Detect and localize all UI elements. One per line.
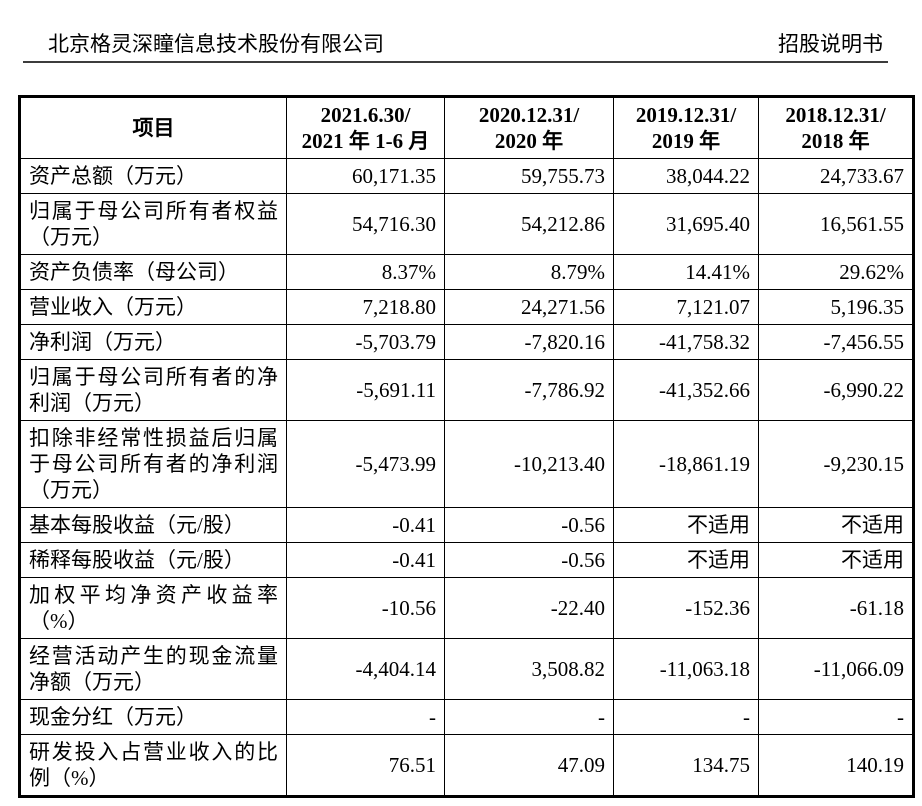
value-cell: -5,691.11	[286, 359, 445, 421]
value-cell: 54,716.30	[286, 193, 445, 255]
value-cell: -	[613, 699, 759, 735]
column-header-period-2021h1: 2021.6.30/ 2021 年 1-6 月	[286, 96, 445, 159]
row-label: 现金分红（万元）	[19, 699, 287, 735]
row-label: 资产负债率（母公司）	[19, 254, 287, 290]
table-row-revenue: 营业收入（万元） 7,218.80 24,271.56 7,121.07 5,1…	[19, 289, 914, 325]
value-cell: -0.56	[444, 507, 614, 543]
value-cell: -0.41	[286, 542, 445, 578]
table-header-row: 项目 2021.6.30/ 2021 年 1-6 月 2020.12.31/ 2…	[19, 96, 914, 159]
value-cell: 24,733.67	[758, 158, 914, 194]
value-cell: 不适用	[613, 507, 759, 543]
column-header-item: 项目	[19, 96, 287, 159]
row-label: 净利润（万元）	[19, 324, 287, 360]
value-cell: -41,758.32	[613, 324, 759, 360]
table-row-diluted-eps: 稀释每股收益（元/股） -0.41 -0.56 不适用 不适用	[19, 542, 914, 578]
value-cell: -7,820.16	[444, 324, 614, 360]
value-cell: -	[758, 699, 914, 735]
value-cell: 7,121.07	[613, 289, 759, 325]
table-row-total-assets: 资产总额（万元） 60,171.35 59,755.73 38,044.22 2…	[19, 158, 914, 194]
value-cell: -	[444, 699, 614, 735]
value-cell: -18,861.19	[613, 420, 759, 508]
table-row-basic-eps: 基本每股收益（元/股） -0.41 -0.56 不适用 不适用	[19, 507, 914, 543]
row-label: 归属于母公司所有者的净利润（万元）	[19, 359, 287, 421]
row-label: 营业收入（万元）	[19, 289, 287, 325]
table-row-debt-ratio: 资产负债率（母公司） 8.37% 8.79% 14.41% 29.62%	[19, 254, 914, 290]
value-cell: -7,786.92	[444, 359, 614, 421]
row-label: 基本每股收益（元/股）	[19, 507, 287, 543]
table-row-deducted-net-profit: 扣除非经常性损益后归属于母公司所有者的净利润（万元） -5,473.99 -10…	[19, 420, 914, 508]
table-row-net-profit: 净利润（万元） -5,703.79 -7,820.16 -41,758.32 -…	[19, 324, 914, 360]
value-cell: -41,352.66	[613, 359, 759, 421]
value-cell: 7,218.80	[286, 289, 445, 325]
column-header-period-2019: 2019.12.31/ 2019 年	[613, 96, 759, 159]
value-cell: 16,561.55	[758, 193, 914, 255]
value-cell: -11,066.09	[758, 638, 914, 700]
column-header-period-2020: 2020.12.31/ 2020 年	[444, 96, 614, 159]
value-cell: 54,212.86	[444, 193, 614, 255]
page-header: 北京格灵深瞳信息技术股份有限公司 招股说明书	[48, 32, 883, 56]
value-cell: 140.19	[758, 734, 914, 797]
row-label: 加权平均净资产收益率（%）	[19, 577, 287, 639]
value-cell: -9,230.15	[758, 420, 914, 508]
value-cell: 8.37%	[286, 254, 445, 290]
row-label: 研发投入占营业收入的比例（%）	[19, 734, 287, 797]
value-cell: 38,044.22	[613, 158, 759, 194]
company-name: 北京格灵深瞳信息技术股份有限公司	[48, 32, 384, 56]
value-cell: -7,456.55	[758, 324, 914, 360]
value-cell: -61.18	[758, 577, 914, 639]
header-divider	[23, 61, 888, 63]
table-row-weighted-roe: 加权平均净资产收益率（%） -10.56 -22.40 -152.36 -61.…	[19, 577, 914, 639]
value-cell: 5,196.35	[758, 289, 914, 325]
value-cell: -10.56	[286, 577, 445, 639]
value-cell: -6,990.22	[758, 359, 914, 421]
value-cell: 14.41%	[613, 254, 759, 290]
value-cell: -10,213.40	[444, 420, 614, 508]
table-row-parent-equity: 归属于母公司所有者权益（万元） 54,716.30 54,212.86 31,6…	[19, 193, 914, 255]
table-row-operating-cash-flow: 经营活动产生的现金流量净额（万元） -4,404.14 3,508.82 -11…	[19, 638, 914, 700]
value-cell: 76.51	[286, 734, 445, 797]
row-label: 稀释每股收益（元/股）	[19, 542, 287, 578]
value-cell: -4,404.14	[286, 638, 445, 700]
value-cell: 24,271.56	[444, 289, 614, 325]
value-cell: -	[286, 699, 445, 735]
value-cell: 134.75	[613, 734, 759, 797]
value-cell: 60,171.35	[286, 158, 445, 194]
row-label: 经营活动产生的现金流量净额（万元）	[19, 638, 287, 700]
value-cell: 3,508.82	[444, 638, 614, 700]
value-cell: -22.40	[444, 577, 614, 639]
financial-summary-table: 项目 2021.6.30/ 2021 年 1-6 月 2020.12.31/ 2…	[18, 95, 915, 798]
table-row-rnd-ratio: 研发投入占营业收入的比例（%） 76.51 47.09 134.75 140.1…	[19, 734, 914, 797]
value-cell: -0.41	[286, 507, 445, 543]
table-row-cash-dividend: 现金分红（万元） - - - -	[19, 699, 914, 735]
value-cell: 47.09	[444, 734, 614, 797]
value-cell: 不适用	[613, 542, 759, 578]
value-cell: 31,695.40	[613, 193, 759, 255]
value-cell: -11,063.18	[613, 638, 759, 700]
value-cell: -0.56	[444, 542, 614, 578]
row-label: 资产总额（万元）	[19, 158, 287, 194]
column-header-period-2018: 2018.12.31/ 2018 年	[758, 96, 914, 159]
value-cell: 59,755.73	[444, 158, 614, 194]
value-cell: 不适用	[758, 507, 914, 543]
row-label: 扣除非经常性损益后归属于母公司所有者的净利润（万元）	[19, 420, 287, 508]
value-cell: 29.62%	[758, 254, 914, 290]
value-cell: 8.79%	[444, 254, 614, 290]
row-label: 归属于母公司所有者权益（万元）	[19, 193, 287, 255]
value-cell: -5,703.79	[286, 324, 445, 360]
value-cell: -152.36	[613, 577, 759, 639]
value-cell: 不适用	[758, 542, 914, 578]
table-row-parent-net-profit: 归属于母公司所有者的净利润（万元） -5,691.11 -7,786.92 -4…	[19, 359, 914, 421]
value-cell: -5,473.99	[286, 420, 445, 508]
doc-type-label: 招股说明书	[778, 32, 883, 56]
